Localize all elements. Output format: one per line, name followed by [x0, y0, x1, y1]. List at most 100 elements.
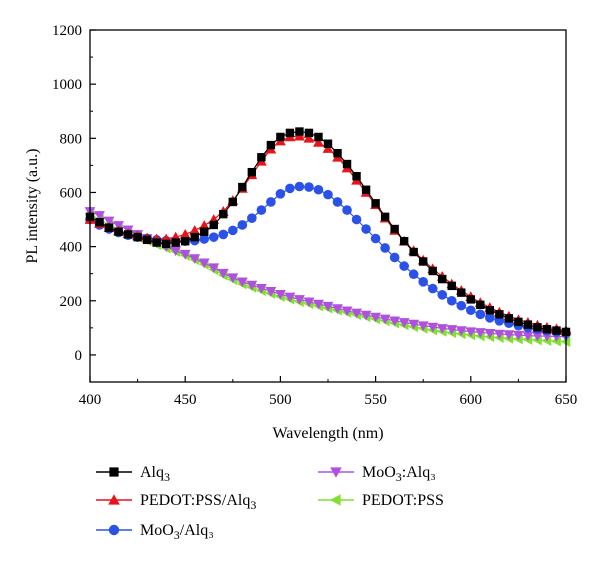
legend-entry: PEDOT:PSS/Alq3	[96, 492, 256, 512]
data-point	[398, 318, 410, 328]
data-point	[371, 199, 380, 208]
data-point	[370, 312, 381, 323]
x-tick-label: 500	[269, 392, 292, 408]
data-point	[552, 326, 561, 335]
data-point	[294, 181, 305, 192]
data-point	[94, 211, 105, 221]
data-point	[333, 149, 342, 158]
data-point	[447, 281, 456, 291]
legend-label: MoO3:Alq₃	[362, 464, 436, 484]
legend-entry: PEDOT:PSS	[318, 492, 444, 509]
data-point	[522, 331, 534, 342]
data-point	[219, 209, 228, 219]
data-point	[513, 330, 524, 341]
data-point	[179, 229, 191, 239]
data-point	[446, 295, 457, 306]
data-point	[466, 305, 476, 316]
data-point	[228, 225, 238, 236]
data-point	[484, 328, 496, 339]
data-point	[514, 317, 523, 327]
series-line	[89, 213, 567, 343]
x-tick-label: 400	[79, 392, 102, 408]
data-point	[457, 288, 466, 297]
data-point	[532, 331, 543, 342]
legend-entry: MoO3:Alq₃	[318, 464, 436, 484]
data-point	[303, 297, 315, 308]
data-point	[104, 223, 114, 232]
data-point	[181, 237, 190, 246]
data-point	[351, 214, 362, 225]
x-tick-label: 450	[174, 392, 197, 408]
data-point	[495, 310, 504, 319]
data-point	[95, 218, 104, 227]
series-line	[89, 135, 567, 332]
data-point	[114, 227, 123, 236]
data-point	[276, 132, 285, 142]
data-point	[436, 324, 448, 334]
data-point	[294, 295, 305, 305]
data-point	[493, 329, 505, 340]
data-point	[485, 306, 495, 315]
y-tick-label: 1200	[52, 23, 82, 39]
data-point	[208, 263, 220, 274]
data-point	[275, 189, 286, 199]
y-tick-label: 1000	[52, 77, 82, 93]
data-point	[342, 159, 352, 169]
data-point	[455, 326, 467, 336]
data-point	[275, 289, 286, 300]
data-point	[313, 136, 324, 147]
data-point	[189, 254, 201, 264]
legend-label: MoO3/Alq₃	[140, 522, 214, 542]
data-point	[266, 197, 276, 207]
x-tick-label: 600	[460, 392, 483, 408]
data-point	[199, 234, 210, 244]
data-point	[198, 220, 210, 230]
series-line	[89, 130, 567, 333]
data-point	[266, 140, 276, 150]
data-point	[361, 185, 371, 194]
y-tick-label: 200	[60, 294, 83, 310]
legend-entry: Alq3	[96, 464, 170, 484]
data-point	[475, 309, 486, 320]
data-point	[437, 290, 448, 300]
data-point	[428, 266, 437, 276]
data-point	[285, 128, 295, 138]
data-point	[427, 322, 439, 333]
data-point	[209, 220, 218, 230]
y-axis-title: PL intensity (a.u.)	[24, 149, 41, 264]
y-tick-label: 800	[60, 131, 83, 147]
data-point	[236, 277, 248, 288]
data-point	[474, 328, 486, 338]
data-point	[303, 132, 315, 143]
data-point	[227, 273, 239, 284]
data-point	[103, 216, 115, 227]
data-point	[533, 323, 542, 332]
x-axis-title: Wavelength (nm)	[272, 425, 383, 442]
legend-label: PEDOT:PSS/Alq3	[140, 492, 256, 512]
y-tick-label: 600	[60, 185, 83, 201]
data-point	[247, 213, 257, 223]
legend-marker	[108, 524, 120, 536]
data-point	[379, 314, 391, 325]
data-point	[408, 269, 419, 280]
data-point	[380, 243, 390, 253]
data-point	[418, 277, 429, 287]
data-point	[456, 300, 467, 311]
data-point	[142, 235, 152, 245]
data-point	[438, 274, 447, 284]
data-point	[313, 184, 324, 195]
legend-marker	[109, 467, 119, 477]
data-point	[295, 127, 304, 136]
data-point	[314, 132, 323, 142]
data-point	[247, 167, 257, 177]
data-point	[133, 232, 142, 242]
data-point	[217, 268, 229, 279]
data-point	[304, 128, 314, 138]
data-point	[389, 252, 400, 263]
data-point	[246, 280, 258, 291]
data-point	[542, 325, 552, 334]
data-point	[179, 249, 191, 260]
data-point	[218, 229, 229, 240]
data-point	[152, 238, 161, 247]
